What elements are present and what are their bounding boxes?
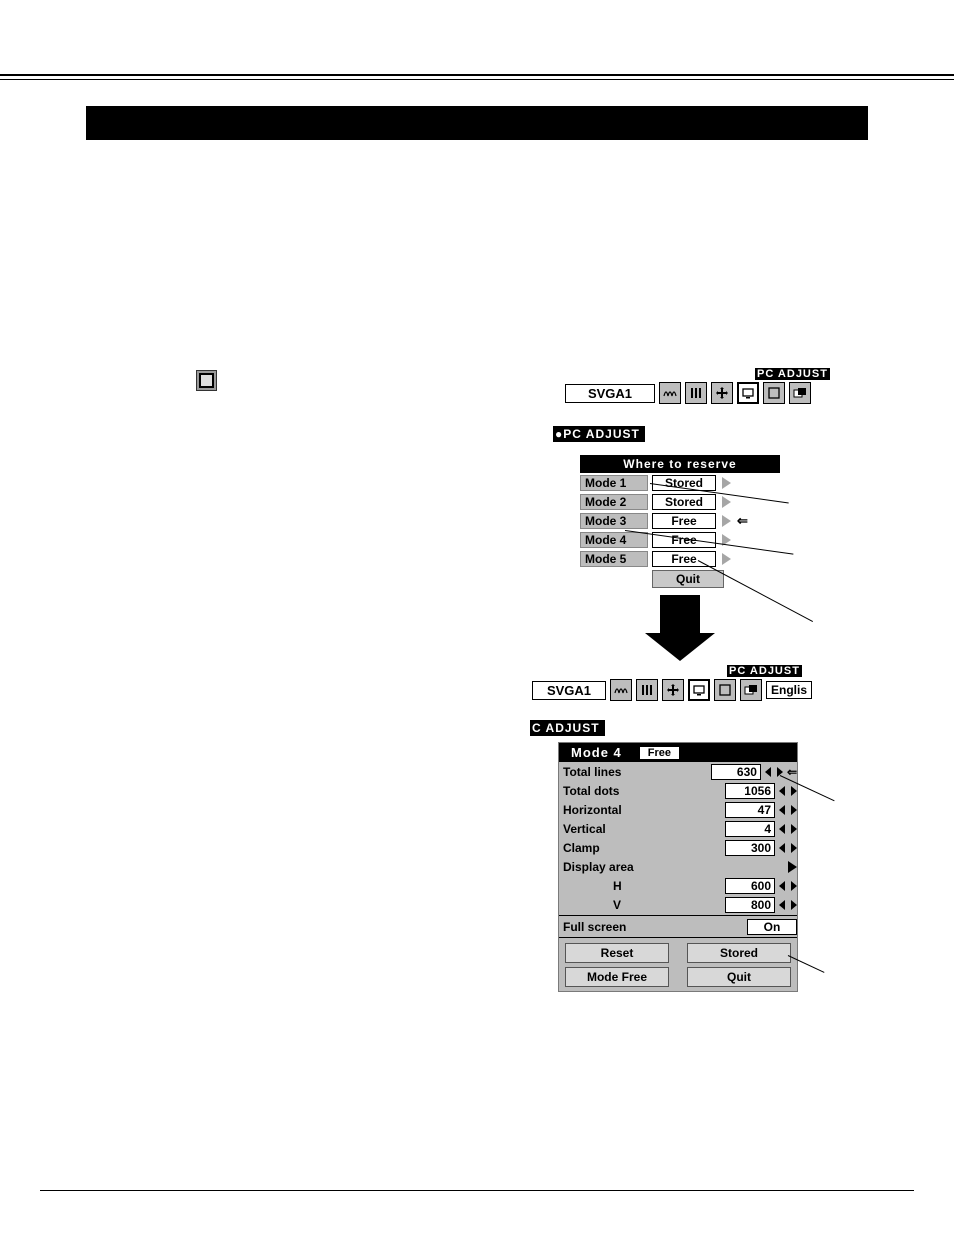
menubar-pc-adjust-label: PC ADJUST (755, 368, 830, 380)
param-label: Total dots (561, 784, 659, 798)
move-icon[interactable] (662, 679, 684, 701)
windows-icon[interactable] (789, 382, 811, 404)
mode-indicator: SVGA1 (565, 384, 655, 403)
reserve-row[interactable]: Mode 4 Free (580, 530, 780, 549)
chevron-right-icon[interactable] (722, 515, 731, 527)
param-row-h: H 600 (559, 876, 797, 895)
param-value: 600 (725, 878, 775, 894)
mode-label: Mode 2 (580, 494, 648, 510)
where-to-reserve-panel: Where to reserve Mode 1 Stored Mode 2 St… (580, 455, 780, 588)
bullet-icon: ● (555, 427, 563, 441)
stored-button[interactable]: Stored (687, 943, 791, 963)
bars-icon[interactable] (636, 679, 658, 701)
param-label: V (561, 898, 659, 912)
param-row-total-dots: Total dots 1056 (559, 781, 797, 800)
reserve-header: Where to reserve (580, 455, 780, 473)
stepper[interactable] (779, 900, 797, 910)
param-value: 4 (725, 821, 775, 837)
param-label: Clamp (561, 841, 659, 855)
stepper[interactable] (779, 881, 797, 891)
quit-button[interactable]: Quit (652, 570, 724, 588)
button-row: Reset Stored (559, 939, 797, 967)
stepper[interactable] (779, 786, 797, 796)
quit-button[interactable]: Quit (687, 967, 791, 987)
bars-icon[interactable] (685, 382, 707, 404)
param-row-clamp: Clamp 300 (559, 838, 797, 857)
frame-icon[interactable] (714, 679, 736, 701)
mode-status: Free (652, 532, 716, 548)
menubar-mid: SVGA1 Englis (532, 679, 812, 701)
chevron-right-icon[interactable] (722, 496, 731, 508)
param-value: 47 (725, 802, 775, 818)
section-tag-pc-adjust: ●PC ADJUST (553, 426, 645, 442)
reserve-row[interactable]: Mode 1 Stored (580, 473, 780, 492)
stepper[interactable] (779, 843, 797, 853)
mode-status: Free (652, 513, 716, 529)
param-row-total-lines: Total lines 630 ⇐ (559, 762, 797, 781)
param-mode-name: Mode 4 (563, 745, 630, 760)
full-screen-value[interactable]: On (747, 919, 797, 935)
frame-icon[interactable] (763, 382, 785, 404)
chevron-right-icon[interactable] (722, 477, 731, 489)
param-row-horizontal: Horizontal 47 (559, 800, 797, 819)
section-tag-label: PC ADJUST (563, 427, 640, 441)
reserve-row[interactable]: Mode 5 Free (580, 549, 780, 568)
divider (559, 937, 797, 938)
param-row-v: V 800 (559, 895, 797, 914)
pointer-icon: ⇐ (737, 513, 748, 529)
stepper[interactable] (779, 824, 797, 834)
param-value: 630 (711, 764, 761, 780)
param-label: Display area (561, 860, 659, 874)
param-value: 1056 (725, 783, 775, 799)
param-mode-status: Free (640, 747, 679, 759)
mode-free-button[interactable]: Mode Free (565, 967, 669, 987)
param-label: H (561, 879, 659, 893)
param-panel: Mode 4 Free Total lines 630 ⇐ Total dots… (558, 742, 798, 992)
section-tag-label: C ADJUST (532, 721, 600, 735)
param-row-full-screen[interactable]: Full screen On (559, 917, 797, 936)
param-label: Total lines (561, 765, 659, 779)
top-double-rule (0, 74, 954, 80)
divider (559, 915, 797, 916)
param-label: Full screen (561, 920, 681, 934)
reserve-row[interactable]: Mode 2 Stored (580, 492, 780, 511)
language-indicator[interactable]: Englis (766, 681, 812, 699)
mode-label: Mode 5 (580, 551, 648, 567)
menubar-pc-adjust-label: PC ADJUST (727, 665, 802, 677)
param-label: Horizontal (561, 803, 659, 817)
button-row: Mode Free Quit (559, 967, 797, 991)
menubar-top: SVGA1 (565, 382, 811, 404)
mode-label: Mode 4 (580, 532, 648, 548)
param-row-display-area[interactable]: Display area (559, 857, 797, 876)
mode-indicator: SVGA1 (532, 681, 606, 700)
title-black-bar (86, 106, 868, 140)
param-header: Mode 4 Free (559, 743, 797, 762)
section-tag-adjust: C ADJUST (530, 720, 605, 736)
chevron-right-icon[interactable] (788, 861, 797, 873)
doc-icon (196, 370, 217, 391)
reset-button[interactable]: Reset (565, 943, 669, 963)
stepper[interactable] (779, 805, 797, 815)
windows-icon[interactable] (740, 679, 762, 701)
mode-label: Mode 3 (580, 513, 648, 529)
big-down-arrow-icon (645, 595, 715, 661)
footer-rule (40, 1190, 914, 1191)
pointer-icon: ⇐ (787, 765, 797, 779)
mode-label: Mode 1 (580, 475, 648, 491)
reserve-row[interactable]: Mode 3 Free ⇐ (580, 511, 780, 530)
monitor-icon[interactable] (688, 679, 710, 701)
mode-status: Stored (652, 494, 716, 510)
move-icon[interactable] (711, 382, 733, 404)
wave-icon[interactable] (659, 382, 681, 404)
monitor-icon[interactable] (737, 382, 759, 404)
wave-icon[interactable] (610, 679, 632, 701)
param-value: 800 (725, 897, 775, 913)
param-value: 300 (725, 840, 775, 856)
param-label: Vertical (561, 822, 659, 836)
chevron-right-icon[interactable] (722, 553, 731, 565)
param-row-vertical: Vertical 4 (559, 819, 797, 838)
